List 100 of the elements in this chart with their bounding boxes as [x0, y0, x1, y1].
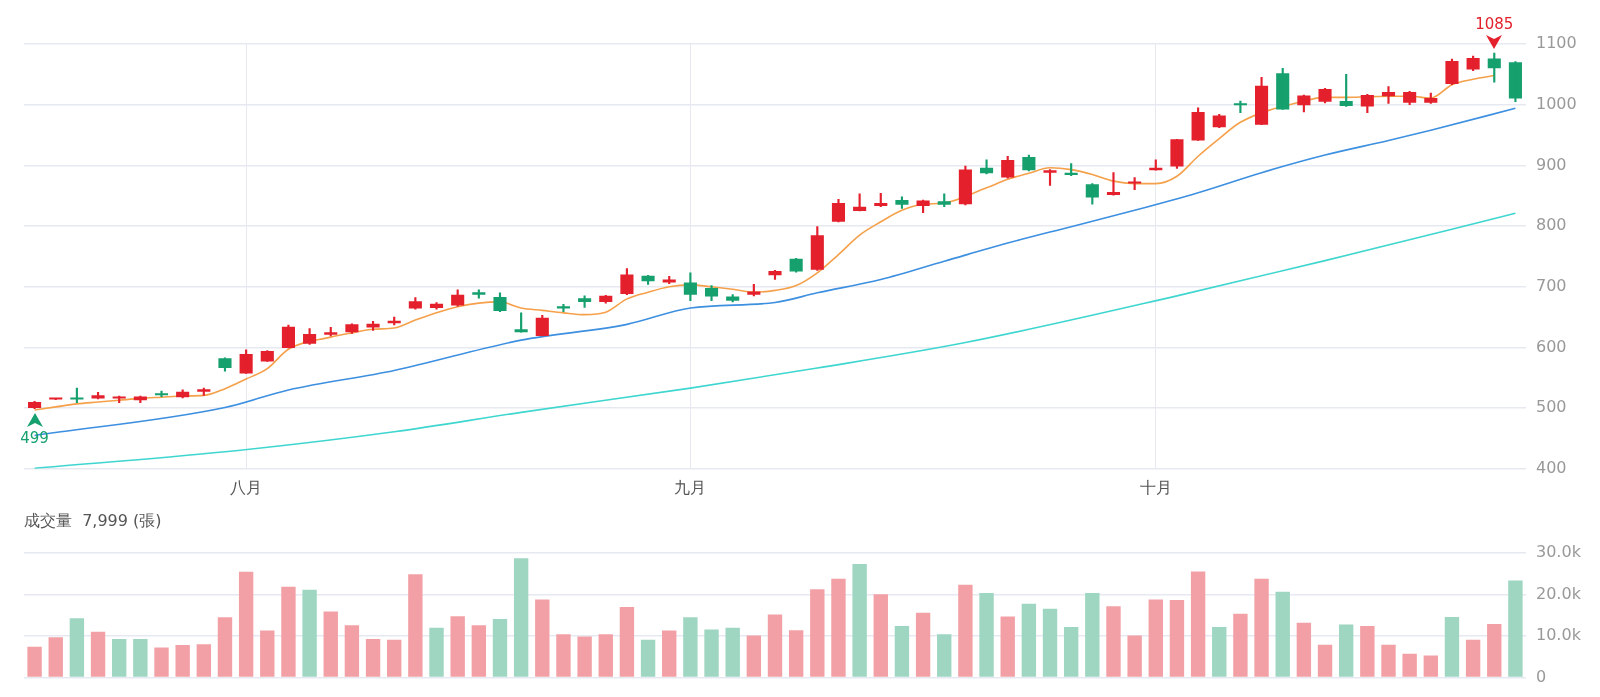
x-tick-label: 十月: [1139, 477, 1172, 497]
bar: [112, 638, 127, 677]
bar: [1169, 599, 1185, 677]
bar: [1063, 626, 1079, 677]
bar: [1085, 592, 1100, 677]
bar: [1381, 644, 1396, 677]
y-tick-label: 800: [1536, 215, 1567, 235]
bar: [958, 584, 973, 677]
bar: [662, 630, 677, 677]
annotation: 1085: [1474, 15, 1515, 34]
bar: [492, 619, 508, 677]
bar: [937, 634, 952, 677]
y-tick-label: 30.0k: [1536, 542, 1582, 562]
y-tick-label: 10.0k: [1536, 625, 1582, 645]
candlestick: [937, 193, 951, 207]
y-tick-label: 1100: [1536, 33, 1577, 53]
bar: [1127, 635, 1142, 677]
bar: [217, 617, 233, 677]
bar: [1042, 608, 1058, 677]
bar: [1148, 599, 1163, 677]
bar: [1487, 623, 1502, 677]
bar: [365, 638, 381, 677]
bar: [260, 630, 275, 677]
bar: [1106, 606, 1121, 677]
candlestick: [556, 304, 571, 312]
y-tick-label: 400: [1536, 457, 1567, 477]
bar: [1402, 653, 1417, 677]
bar: [429, 627, 444, 677]
bar: [281, 586, 296, 677]
bar: [1296, 622, 1312, 677]
bar: [1021, 603, 1037, 677]
bar: [979, 592, 994, 677]
bar: [323, 611, 338, 677]
bar: [915, 612, 931, 677]
bar: [450, 616, 465, 677]
candlestick: [408, 297, 422, 310]
candlestick: [493, 292, 507, 312]
bar: [133, 638, 148, 677]
bar: [513, 558, 529, 677]
candlestick: [218, 357, 232, 372]
candlestick: [726, 294, 740, 303]
bar: [302, 589, 317, 677]
y-tick-label: 20.0k: [1536, 583, 1582, 603]
candlestick: [1043, 169, 1057, 186]
bar: [387, 639, 402, 677]
bar: [640, 639, 656, 677]
candlestick: [1445, 58, 1459, 85]
candlestick: [472, 289, 486, 299]
bar: [831, 578, 846, 677]
bar: [1190, 571, 1206, 677]
bar: [27, 646, 42, 677]
bar: [48, 637, 63, 677]
bar: [1317, 644, 1333, 677]
bar: [69, 618, 85, 677]
candlestick: [1170, 138, 1184, 169]
annotation: 499: [19, 428, 50, 447]
bar: [852, 563, 867, 677]
bar: [154, 647, 169, 677]
bar: [1444, 616, 1460, 677]
y-tick-label: 0: [1536, 666, 1547, 686]
y-tick-label: 700: [1536, 275, 1567, 295]
y-tick-label: 900: [1536, 154, 1567, 174]
bar: [1423, 655, 1438, 677]
bar: [577, 636, 592, 677]
bar: [196, 644, 212, 677]
y-tick-label: 500: [1536, 397, 1567, 417]
bar: [746, 635, 762, 677]
bar: [90, 631, 106, 677]
x-tick-label: 九月: [674, 477, 707, 497]
x-tick-label: 八月: [230, 477, 263, 497]
bar: [619, 607, 635, 677]
bar: [1465, 639, 1481, 677]
candlestick: [578, 295, 592, 308]
bar: [767, 614, 783, 677]
bar: [810, 589, 825, 677]
bar: [556, 634, 571, 677]
candlestick: [49, 397, 63, 400]
bar: [1338, 624, 1354, 677]
bar: [873, 594, 888, 677]
bar: [471, 625, 487, 677]
bar: [1508, 580, 1523, 677]
candlestick: [1318, 87, 1332, 104]
bar: [1212, 626, 1227, 677]
bar: [238, 571, 254, 677]
candlestick: [683, 272, 697, 302]
bar: [704, 629, 719, 677]
bar: [725, 627, 740, 677]
bar: [1360, 626, 1375, 677]
bar: [535, 599, 550, 677]
y-tick-label: 600: [1536, 336, 1567, 356]
bar: [598, 634, 613, 677]
bar: [344, 625, 360, 677]
candlestick: [324, 327, 338, 337]
chart-title: 成交量 7,999 (張): [24, 510, 162, 530]
bar: [788, 630, 804, 677]
bar: [894, 626, 910, 677]
y-tick-label: 1000: [1536, 93, 1577, 113]
bar: [408, 574, 423, 677]
candlestick: [197, 387, 211, 396]
bar: [175, 645, 190, 677]
